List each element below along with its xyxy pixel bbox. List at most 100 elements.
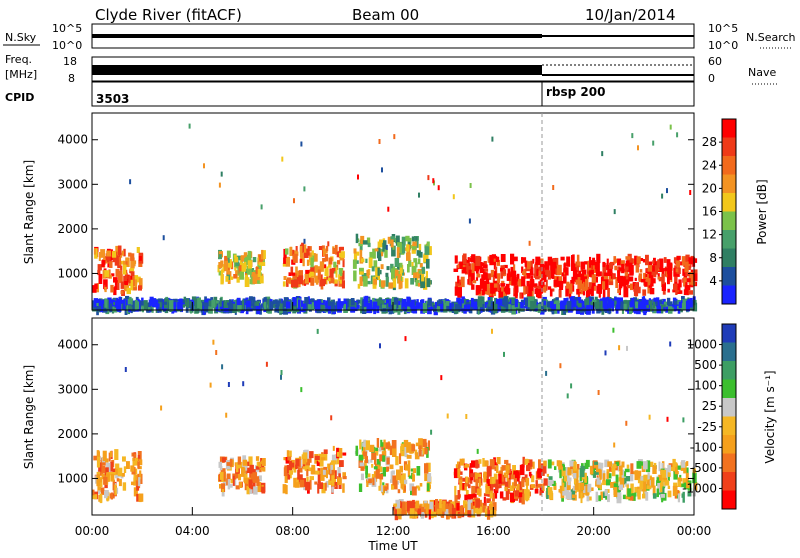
power-cell [97,264,102,271]
power-cell [532,258,535,264]
velocity-cell [472,493,477,498]
power-sparse-cell [378,139,381,144]
power-sparse-cell [303,238,306,244]
power-cell [130,257,135,269]
power-cell [101,260,106,265]
power-cell [675,286,678,295]
velocity-ylabel: Slant Range [km] [22,365,36,469]
velocity-cell [483,471,488,483]
velocity-cell [386,466,390,472]
velocity-cell [246,485,250,495]
power-cell [423,254,426,263]
power-cell [324,250,328,254]
velocity-cell [137,455,141,459]
power-colorbar-label: Power [dB] [755,179,769,244]
power-cell [342,259,345,268]
power-cell [239,271,245,280]
power-cell [298,299,301,309]
power-cell [513,264,516,275]
power-colorbar-tick-label: 8 [709,251,717,265]
power-cell [388,282,393,289]
power-cell [535,256,541,265]
velocity-cell [602,480,607,486]
cpid-frame [91,81,695,107]
velocity-cell [257,482,261,493]
beam-title: Beam 00 [352,6,419,24]
velocity-cell [485,486,490,495]
power-cell [439,299,443,304]
power-cell [667,270,672,280]
power-cell [225,276,229,282]
nsky-tick-bottom: 10^0 [52,39,82,52]
freq-tick-bottom: 8 [68,72,75,85]
power-cell [544,299,549,310]
velocity-cell [693,481,698,491]
power-cell [566,281,570,289]
power-sparse-cell [203,163,205,169]
power-colorbar-segment [722,230,736,249]
velocity-cell [491,492,495,502]
velocity-cell [646,468,651,473]
power-cell [621,263,625,274]
power-sparse-cell [676,132,679,138]
power-cell [513,256,518,262]
power-cell [310,257,314,268]
velocity-cell [314,481,318,485]
power-cell [148,307,151,311]
power-cell [426,241,430,251]
power-cell [490,269,495,278]
velocity-cell [93,455,97,461]
velocity-cell [561,467,566,477]
power-cell [414,262,418,268]
power-cell [575,300,579,311]
velocity-cell [521,493,525,505]
power-cell [384,299,388,303]
power-cell [596,253,601,264]
time-tick-label: 16:00 [476,524,511,538]
velocity-cell [546,473,549,477]
velocity-cell [373,466,378,470]
power-cell [115,280,120,290]
power-cell [211,299,216,308]
power-cell [336,251,341,258]
velocity-cell [475,459,479,469]
power-cell [325,300,328,309]
velocity-colorbar-tick-label: -100 [690,440,717,454]
power-cell [401,243,406,254]
power-cell [134,299,138,311]
velocity-ytick-label: 2000 [57,427,88,441]
power-cell [108,274,112,279]
velocity-cell [223,471,226,482]
velocity-cell [393,503,397,507]
power-cell [647,300,653,309]
power-cell [558,282,564,288]
velocity-cell [622,494,626,500]
power-cell [401,236,406,246]
velocity-cell [502,497,507,501]
velocity-cell [573,461,577,471]
velocity-sparse-cell [604,350,607,356]
power-cell [322,248,326,257]
power-cell [208,300,212,307]
velocity-cell [320,457,326,461]
power-cell [298,270,303,280]
power-cell [301,300,304,307]
velocity-cell [594,470,599,475]
velocity-cell [646,480,650,489]
velocity-cell [331,469,335,475]
velocity-cell [575,468,579,478]
velocity-cell [525,477,530,486]
velocity-cell [108,452,111,462]
velocity-cell [397,481,399,485]
power-cell [627,284,630,289]
power-cell [118,270,123,277]
velocity-cell [250,485,255,494]
power-cell [310,278,315,286]
velocity-cell [673,463,678,472]
power-cell [673,300,678,305]
velocity-sparse-cell [626,345,628,351]
velocity-cell [471,460,476,468]
velocity-cell [122,482,127,491]
velocity-cell [400,443,405,451]
